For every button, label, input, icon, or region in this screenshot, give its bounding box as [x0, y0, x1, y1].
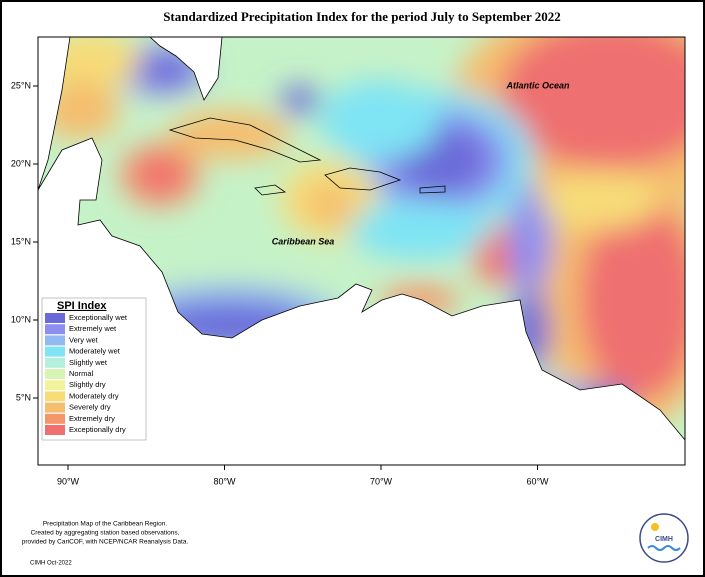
lat-label: 25°N	[11, 80, 31, 90]
title: Standardized Precipitation Index for the…	[163, 9, 561, 24]
lat-label: 5°N	[16, 392, 31, 402]
legend-label: Moderately dry	[69, 391, 119, 400]
ocean-label: Atlantic Ocean	[505, 80, 570, 90]
logo-text: CIMH	[655, 536, 673, 543]
legend-swatch	[45, 369, 65, 379]
spi-area	[135, 55, 195, 85]
lat-label: 20°N	[11, 158, 31, 168]
spi-area	[135, 155, 185, 195]
spi-area	[540, 170, 660, 230]
footer-line: Created by aggregating station based obs…	[31, 530, 180, 537]
lon-label: 90°W	[57, 476, 80, 486]
legend-swatch	[45, 346, 65, 357]
legend-label: Extremely wet	[69, 324, 117, 333]
legend-label: Moderately wet	[69, 347, 121, 356]
spi-area	[305, 185, 355, 225]
legend-swatch	[45, 391, 65, 402]
legend-label: Exceptionally dry	[69, 425, 126, 434]
logo-sun	[651, 523, 659, 531]
legend-label: Slightly dry	[69, 380, 106, 389]
legend-swatch	[45, 313, 65, 323]
legend-swatch	[45, 413, 65, 424]
map-border	[37, 36, 686, 466]
legend-swatch	[45, 357, 65, 368]
legend-swatch	[45, 335, 65, 346]
legend: SPI Index Exceptionally wet Extremely wet…	[41, 297, 147, 441]
spi-area	[500, 37, 685, 170]
spi-area	[580, 200, 685, 400]
legend-swatch	[45, 380, 65, 391]
footer-line: Precipitation Map of the Caribbean Regio…	[43, 521, 167, 528]
legend-label: Severely dry	[69, 403, 111, 412]
credit: CIMH Oct-2022	[30, 561, 72, 567]
lon-label: 70°W	[370, 476, 393, 486]
spi-area	[508, 185, 552, 295]
footer-line: provided by CariCOF, with NCEP/NCAR Rean…	[22, 539, 189, 546]
lat-label: 15°N	[11, 236, 31, 246]
lon-label: 60°W	[526, 476, 549, 486]
sea-label: Caribbean Sea	[272, 236, 335, 246]
spi-area	[350, 200, 490, 260]
logo-wave	[647, 545, 681, 551]
lon-label: 80°W	[213, 476, 236, 486]
lat-label: 10°N	[11, 314, 31, 324]
spi-area	[170, 110, 290, 160]
legend-swatch	[45, 324, 65, 335]
legend-label: Normal	[69, 369, 94, 378]
legend-title: SPI Index	[57, 300, 107, 312]
footer: CIMH Oct-2022 Precipitation Map of the C…	[22, 521, 189, 567]
spi-area	[280, 86, 320, 114]
legend-label: Exceptionally wet	[69, 313, 128, 322]
spi-area	[320, 80, 440, 160]
legend-swatch	[45, 425, 65, 435]
legend-label: Slightly wet	[69, 358, 108, 367]
legend-swatch	[45, 402, 65, 413]
legend-label: Extremely dry	[69, 414, 115, 423]
legend-label: Very wet	[69, 335, 99, 344]
